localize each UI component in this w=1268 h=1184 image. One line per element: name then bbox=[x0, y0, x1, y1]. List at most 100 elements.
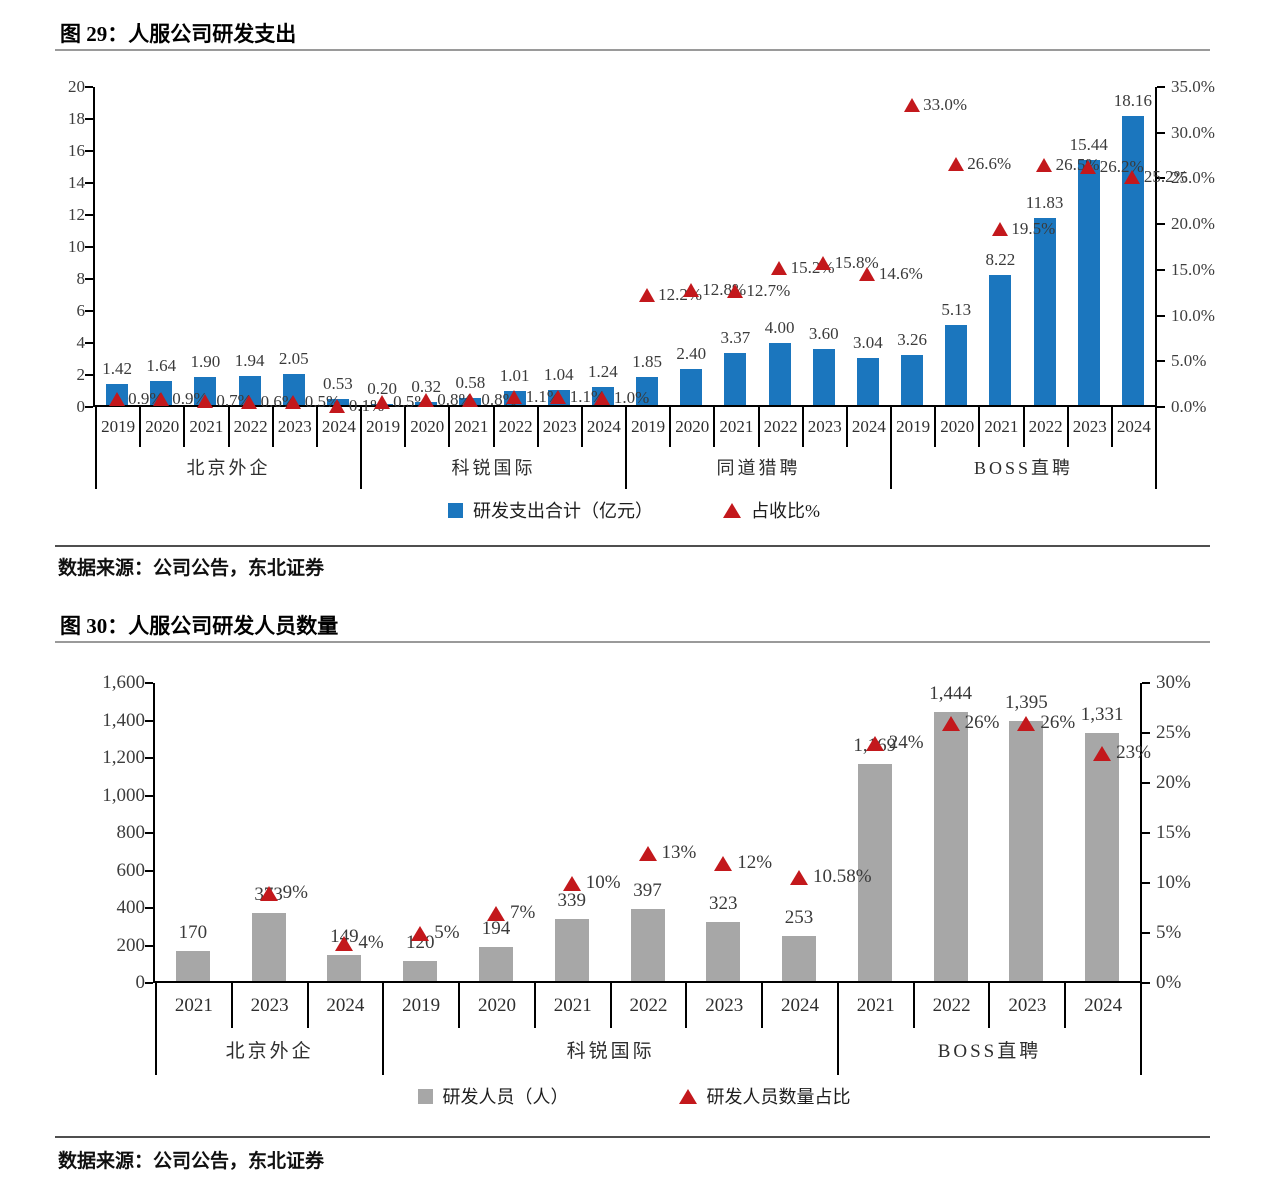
year-cell: 2019 bbox=[890, 407, 934, 447]
y-axis-left bbox=[93, 87, 95, 407]
y-axis2-tick bbox=[1142, 682, 1150, 684]
pct-value-label: 5% bbox=[434, 922, 460, 943]
triangle-marker-icon bbox=[1017, 715, 1036, 731]
bar-value-label: 3.37 bbox=[720, 328, 751, 348]
y-axis-tick-label: 14 bbox=[68, 173, 85, 192]
bar-value-label: 18.16 bbox=[1113, 91, 1153, 111]
legend-triangle-icon bbox=[723, 502, 741, 518]
legend-item-markers: 研发人员数量占比 bbox=[678, 1083, 851, 1109]
bar-value-label: 1,395 bbox=[1004, 692, 1048, 714]
group-cell: 北京外企 bbox=[155, 1028, 382, 1075]
triangle-marker-icon bbox=[771, 261, 788, 276]
y-axis-tick bbox=[145, 682, 153, 684]
bar-value-label: 323 bbox=[709, 893, 738, 915]
figure30-source-divider bbox=[55, 1136, 1210, 1138]
year-cell: 2021 bbox=[155, 983, 231, 1028]
year-cell: 2024 bbox=[306, 983, 383, 1028]
year-cell: 2024 bbox=[315, 407, 360, 447]
bar bbox=[1077, 159, 1100, 407]
triangle-marker-icon bbox=[461, 392, 478, 407]
rd-headcount-chart: 0 200 400 600 800 1,000 1,200 1,400 1,600 0% 5% 10%… bbox=[0, 655, 1268, 1075]
bar bbox=[1033, 217, 1056, 407]
triangle-marker-icon bbox=[1124, 169, 1141, 184]
rd-expense-legend: 研发支出合计（亿元） 占收比% bbox=[0, 497, 1268, 523]
bar bbox=[680, 368, 703, 407]
pct-value-label: 24% bbox=[888, 732, 924, 753]
year-cell: 2024 bbox=[580, 407, 625, 447]
y-axis-tick-label: 18 bbox=[68, 109, 85, 128]
y-axis2-tick-label: 15% bbox=[1156, 822, 1191, 843]
pct-value-label: 7% bbox=[509, 902, 536, 923]
pct-value-label: 23% bbox=[1116, 742, 1151, 763]
bar bbox=[812, 349, 835, 407]
year-cell: 2023 bbox=[271, 407, 316, 447]
bar bbox=[1121, 116, 1144, 407]
year-cell: 2023 bbox=[988, 983, 1064, 1028]
pct-value-label: 1.0% bbox=[613, 387, 650, 407]
y-axis-right bbox=[1155, 87, 1157, 407]
year-cell: 2020 bbox=[669, 407, 713, 447]
year-cell: 2020 bbox=[458, 983, 534, 1028]
y-axis-tick bbox=[85, 150, 93, 152]
y-axis2-tick bbox=[1157, 406, 1165, 408]
bar-value-label: 194 bbox=[481, 917, 511, 939]
year-cell: 2021 bbox=[713, 407, 757, 447]
bar bbox=[403, 960, 438, 983]
y-axis-tick-label: 20 bbox=[68, 77, 85, 96]
triangle-marker-icon bbox=[562, 875, 581, 891]
bar-value-label: 1.24 bbox=[588, 362, 618, 382]
year-cell: 2024 bbox=[1064, 983, 1140, 1028]
triangle-marker-icon bbox=[815, 255, 832, 270]
bar bbox=[989, 275, 1012, 407]
y-axis-tick-label: 12 bbox=[68, 205, 85, 224]
y-axis-tick bbox=[85, 182, 93, 184]
bar bbox=[857, 763, 892, 983]
pct-value-label: 25.2% bbox=[1143, 166, 1188, 186]
bar bbox=[945, 324, 968, 407]
bar-value-label: 8.22 bbox=[985, 250, 1016, 270]
bar bbox=[901, 354, 924, 407]
triangle-marker-icon bbox=[417, 392, 434, 407]
y-axis-tick bbox=[85, 246, 93, 248]
triangle-marker-icon bbox=[790, 869, 809, 885]
triangle-marker-icon bbox=[865, 735, 884, 751]
legend-bar-swatch-icon bbox=[448, 502, 463, 518]
y-axis2-tick-label: 0% bbox=[1156, 972, 1182, 993]
pct-value-label: 13% bbox=[661, 842, 697, 863]
bar-value-label: 339 bbox=[557, 890, 586, 912]
year-cell: 2019 bbox=[382, 983, 458, 1028]
triangle-marker-icon bbox=[329, 399, 346, 414]
triangle-marker-icon bbox=[991, 221, 1008, 236]
year-cell: 2020 bbox=[934, 407, 978, 447]
bar-value-label: 1.01 bbox=[499, 365, 530, 385]
y-axis-tick-label: 2 bbox=[76, 365, 86, 384]
bar-value-label: 1.90 bbox=[190, 351, 221, 371]
group-cell: BOSS直聘 bbox=[890, 447, 1155, 489]
bar bbox=[1085, 733, 1120, 983]
bar-value-label: 15.44 bbox=[1069, 134, 1108, 154]
year-cell: 2024 bbox=[1110, 407, 1155, 447]
triangle-marker-icon bbox=[903, 98, 920, 113]
year-cell: 2019 bbox=[625, 407, 669, 447]
triangle-marker-icon bbox=[335, 935, 354, 951]
y-axis2-tick-label: 20% bbox=[1156, 772, 1191, 793]
year-cell: 2023 bbox=[685, 983, 761, 1028]
y-axis2-tick bbox=[1142, 932, 1150, 934]
bar bbox=[630, 908, 665, 983]
pct-value-label: 12% bbox=[737, 852, 773, 873]
figure30-title: 图 30：人服公司研发人员数量 bbox=[60, 614, 339, 638]
bar-value-label: 170 bbox=[178, 922, 208, 944]
year-cell: 2021 bbox=[533, 983, 610, 1028]
triangle-marker-icon bbox=[1093, 745, 1112, 761]
year-cell: 2023 bbox=[1066, 407, 1111, 447]
y-axis2-tick bbox=[1157, 86, 1165, 88]
bar-value-label: 3.04 bbox=[853, 333, 883, 353]
y-axis-tick-label: 200 bbox=[116, 934, 146, 956]
y-axis-tick bbox=[85, 118, 93, 120]
triangle-marker-icon bbox=[682, 282, 699, 297]
y-axis-tick bbox=[85, 214, 93, 216]
pct-value-label: 10% bbox=[585, 872, 621, 893]
year-cell: 2021 bbox=[448, 407, 492, 447]
year-cell: 2021 bbox=[978, 407, 1022, 447]
group-cell: BOSS直聘 bbox=[836, 1028, 1140, 1075]
